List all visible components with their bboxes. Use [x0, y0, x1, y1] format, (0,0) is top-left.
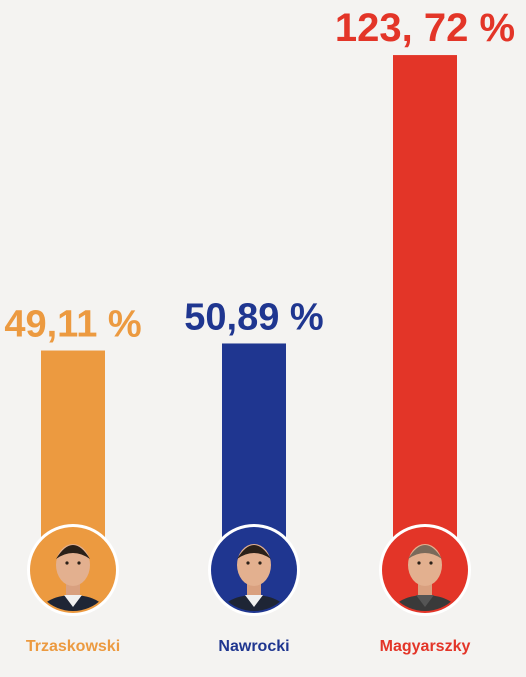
- bar-magyarszky: [393, 55, 457, 546]
- category-label-magyarszky: Magyarszky: [380, 638, 471, 655]
- value-label-nawrocki: 50,89 %: [184, 296, 323, 338]
- category-label-trzaskowski: Trzaskowski: [26, 638, 120, 655]
- portrait-icon-trzaskowski: [27, 524, 119, 616]
- name-labels-group: Trzaskowski Nawrocki Magyarszky: [26, 638, 471, 655]
- bars-group: [41, 55, 457, 546]
- value-label-trzaskowski: 49,11 %: [4, 304, 141, 346]
- value-labels-group: 49,11 % 50,89 % 123, 72 %: [4, 6, 515, 345]
- bar-nawrocki: [222, 343, 286, 545]
- portrait-icon-magyarszky: [379, 524, 471, 616]
- avatars-group: [27, 524, 471, 616]
- portrait-icon-nawrocki: [208, 524, 300, 616]
- value-label-magyarszky: 123, 72 %: [335, 6, 515, 50]
- category-label-nawrocki: Nawrocki: [218, 638, 289, 655]
- bar-trzaskowski: [41, 350, 105, 545]
